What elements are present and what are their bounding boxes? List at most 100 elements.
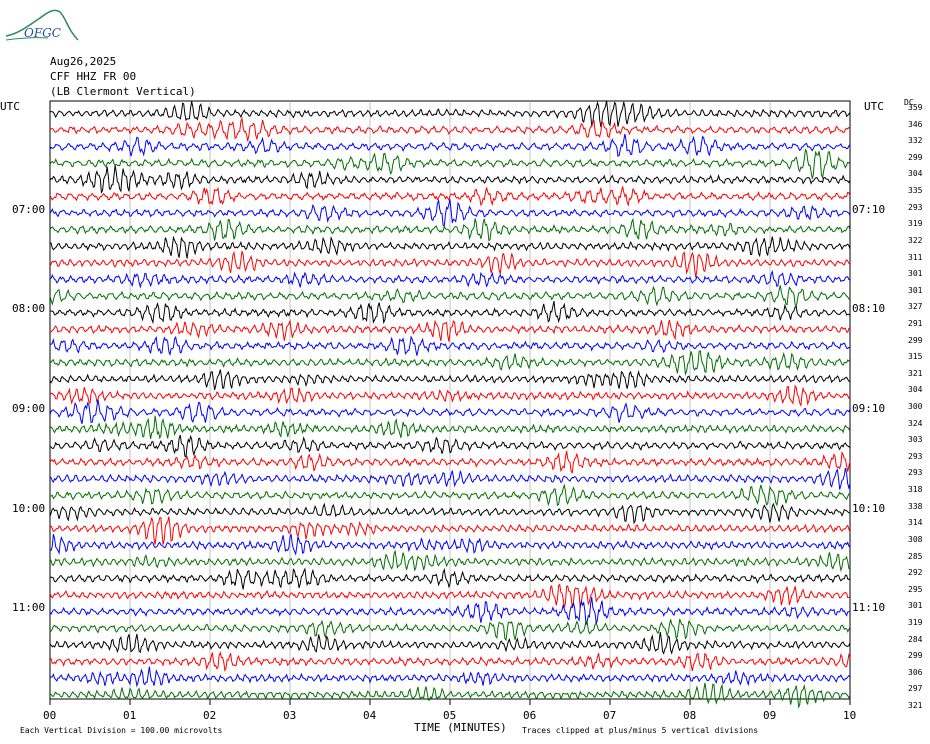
x-tick-label: 08 bbox=[683, 709, 697, 722]
seismic-trace bbox=[49, 434, 851, 458]
dc-offset-label: 284 bbox=[908, 634, 923, 644]
dc-offset-label: 322 bbox=[908, 235, 923, 245]
seismic-trace bbox=[49, 116, 851, 142]
dc-offset-label: 301 bbox=[908, 601, 923, 611]
seismic-trace bbox=[49, 369, 850, 391]
dc-offset-label: 318 bbox=[908, 485, 923, 495]
x-tick-label: 00 bbox=[43, 709, 57, 722]
seismic-trace bbox=[49, 349, 851, 376]
dc-offset-label: 300 bbox=[908, 402, 923, 411]
dc-offset-label: 299 bbox=[908, 152, 923, 162]
dc-offset-label: 297 bbox=[908, 684, 923, 694]
left-utc-label: UTC bbox=[0, 100, 20, 113]
seismic-trace bbox=[49, 133, 851, 157]
left-time-label: 09:00 bbox=[12, 402, 46, 415]
dc-offset-label: 314 bbox=[908, 518, 923, 528]
seismic-trace bbox=[49, 415, 851, 440]
dc-offset-label: 315 bbox=[908, 352, 923, 362]
dc-offset-label: 304 bbox=[908, 169, 923, 179]
dc-offset-label: 306 bbox=[908, 667, 923, 677]
dc-offset-label: 304 bbox=[908, 385, 923, 395]
seismic-trace bbox=[49, 682, 851, 709]
seismic-trace bbox=[49, 186, 851, 207]
x-tick-label: 07 bbox=[603, 709, 617, 722]
x-tick-label: 02 bbox=[203, 709, 217, 722]
seismic-trace bbox=[49, 100, 851, 128]
footer-left-note: Each Vertical Division = 100.00 microvol… bbox=[20, 726, 223, 735]
footer-right-note: Traces clipped at plus/minus 5 vertical … bbox=[522, 726, 759, 735]
ofgc-logo: OFGC bbox=[4, 4, 84, 46]
seismic-trace bbox=[49, 567, 851, 590]
x-tick-label: 04 bbox=[363, 709, 377, 722]
seismic-trace bbox=[49, 198, 851, 228]
dc-offset-label: 299 bbox=[908, 335, 923, 345]
seismic-trace bbox=[49, 148, 851, 180]
logo-mountain-icon bbox=[5, 9, 79, 41]
x-tick-label: 10 bbox=[843, 709, 857, 722]
seismic-trace bbox=[49, 596, 851, 625]
dc-offset-label: 324 bbox=[908, 418, 923, 428]
dc-offset-label: 299 bbox=[908, 651, 923, 661]
seismic-trace bbox=[49, 450, 851, 474]
dc-offset-label: 295 bbox=[908, 584, 923, 594]
right-time-label: 10:10 bbox=[852, 501, 886, 515]
seismic-trace bbox=[49, 618, 851, 642]
dc-offset-label: 311 bbox=[908, 252, 923, 262]
right-time-label: 09:10 bbox=[852, 402, 886, 415]
dc-offset-label: 319 bbox=[908, 617, 923, 627]
dc-offset-label: 285 bbox=[908, 551, 923, 561]
dc-offset-label: 327 bbox=[908, 302, 923, 312]
seismic-trace bbox=[49, 165, 851, 195]
right-time-label: 07:10 bbox=[852, 202, 886, 216]
right-time-label: 08:10 bbox=[852, 302, 886, 316]
dc-offset-label: 293 bbox=[908, 451, 923, 461]
dc-offset-label: 301 bbox=[908, 269, 923, 279]
left-time-label: 08:00 bbox=[12, 302, 46, 316]
right-time-label: 11:10 bbox=[852, 601, 886, 615]
seismic-trace bbox=[49, 502, 851, 525]
left-time-label: 10:00 bbox=[12, 501, 46, 515]
x-tick-label: 01 bbox=[123, 709, 137, 722]
dc-offset-label: 332 bbox=[908, 136, 923, 146]
x-tick-label: 03 bbox=[283, 709, 297, 722]
logo-text: OFGC bbox=[24, 26, 61, 40]
seismic-trace bbox=[49, 235, 851, 259]
seismic-trace bbox=[49, 666, 851, 688]
seismic-trace bbox=[49, 467, 851, 490]
left-time-label: 11:00 bbox=[12, 601, 46, 615]
seismic-trace bbox=[49, 319, 851, 342]
dc-offset-label: 335 bbox=[908, 186, 923, 196]
x-tick-label: 06 bbox=[523, 709, 537, 722]
dc-offset-label: 308 bbox=[908, 534, 923, 544]
seismic-trace bbox=[49, 516, 851, 545]
dc-offset-label: 301 bbox=[908, 285, 923, 295]
seismic-trace bbox=[49, 269, 851, 289]
left-time-label: 07:00 bbox=[12, 202, 46, 216]
seismic-trace bbox=[49, 285, 851, 309]
dc-offset-label: 293 bbox=[908, 202, 923, 212]
seismic-trace bbox=[49, 483, 851, 507]
seismic-trace bbox=[50, 300, 851, 325]
seismic-trace bbox=[49, 250, 851, 278]
x-tick-label: 09 bbox=[763, 709, 777, 722]
seismic-trace bbox=[49, 335, 851, 357]
seismic-trace bbox=[49, 533, 851, 556]
seismic-trace bbox=[49, 631, 851, 655]
seismic-trace bbox=[49, 549, 851, 573]
header-date: Aug26,2025 bbox=[50, 55, 117, 68]
seismic-trace bbox=[49, 651, 851, 672]
x-axis-title: TIME (MINUTES) bbox=[414, 721, 507, 734]
dc-label: DC bbox=[904, 98, 914, 107]
dc-offset-label: 338 bbox=[908, 501, 923, 511]
dc-offset-label: 291 bbox=[908, 318, 923, 328]
dc-offset-label: 321 bbox=[908, 701, 923, 710]
x-tick-label: 05 bbox=[443, 709, 457, 722]
dc-offset-label: 319 bbox=[908, 219, 923, 229]
seismic-trace bbox=[49, 217, 851, 242]
dc-offset-label: 321 bbox=[908, 368, 923, 378]
dc-offset-label: 359 bbox=[908, 103, 923, 112]
seismic-trace bbox=[49, 384, 851, 408]
dc-offset-label: 303 bbox=[908, 435, 923, 445]
seismic-trace bbox=[49, 583, 851, 609]
